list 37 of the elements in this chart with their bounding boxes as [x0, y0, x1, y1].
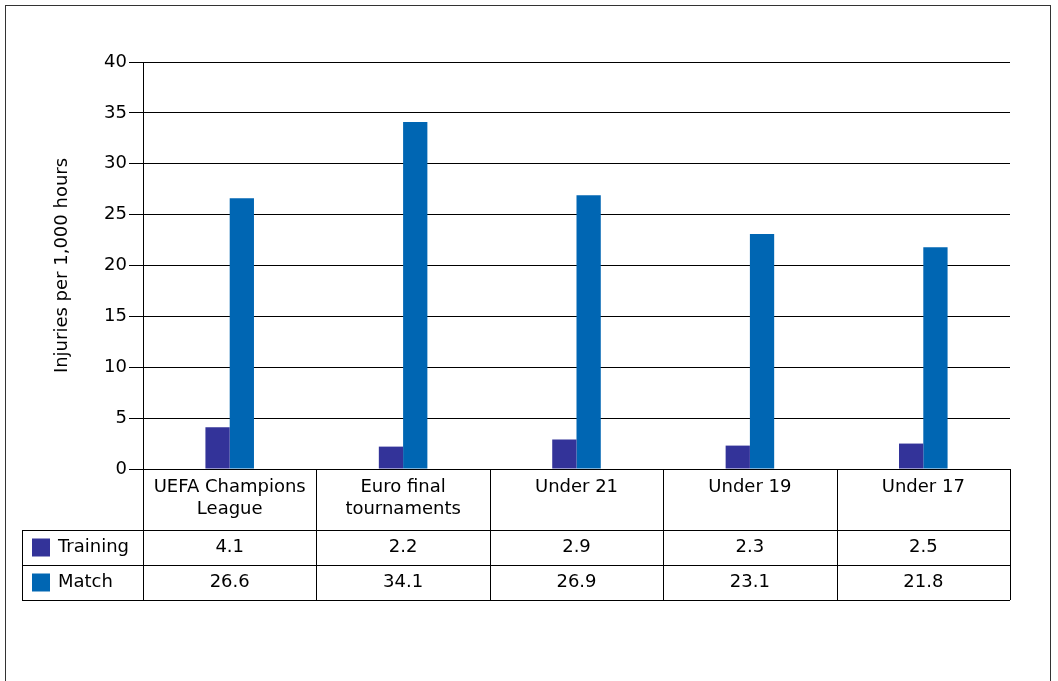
x-tick-label: Euro final tournaments [345, 475, 461, 519]
x-tick-label: Under 19 [708, 475, 792, 497]
y-tick-label: 30 [104, 151, 127, 173]
data-label: 2.3 [735, 535, 765, 557]
y-tick-label: 20 [104, 253, 127, 275]
data-label: 4.1 [215, 535, 245, 557]
y-axis-title: Injuries per 1,000 hours [50, 157, 72, 374]
data-label: 23.1 [729, 570, 770, 592]
legend-label: Training [57, 535, 130, 557]
y-tick-label: 25 [104, 202, 127, 224]
data-label: 26.9 [556, 570, 597, 592]
y-tick-label: 40 [104, 49, 127, 71]
bar [923, 247, 948, 469]
bar [725, 445, 750, 469]
bar [899, 443, 924, 469]
data-label: 2.5 [908, 535, 938, 557]
data-label: 34.1 [383, 570, 424, 592]
x-tick-label: UEFA Champions League [153, 475, 306, 519]
data-label: 26.6 [209, 570, 250, 592]
bar [552, 439, 577, 469]
x-tick-label: Under 21 [534, 475, 619, 497]
bar [749, 233, 775, 469]
bar [229, 198, 254, 469]
legend-label: Match [58, 570, 113, 592]
data-label: 21.8 [903, 570, 944, 592]
data-label: 2.9 [562, 535, 591, 557]
bar [205, 427, 230, 469]
bar [576, 195, 601, 469]
y-tick-label: 35 [104, 100, 127, 122]
y-tick-label: 15 [104, 304, 127, 326]
x-tick-label: Under 17 [881, 475, 965, 497]
bar [378, 446, 404, 469]
data-label: 2.2 [388, 535, 418, 557]
y-tick-label: 10 [104, 354, 127, 376]
bar [403, 122, 428, 469]
y-tick-label: 5 [115, 405, 127, 427]
y-tick-label: 0 [115, 456, 127, 478]
